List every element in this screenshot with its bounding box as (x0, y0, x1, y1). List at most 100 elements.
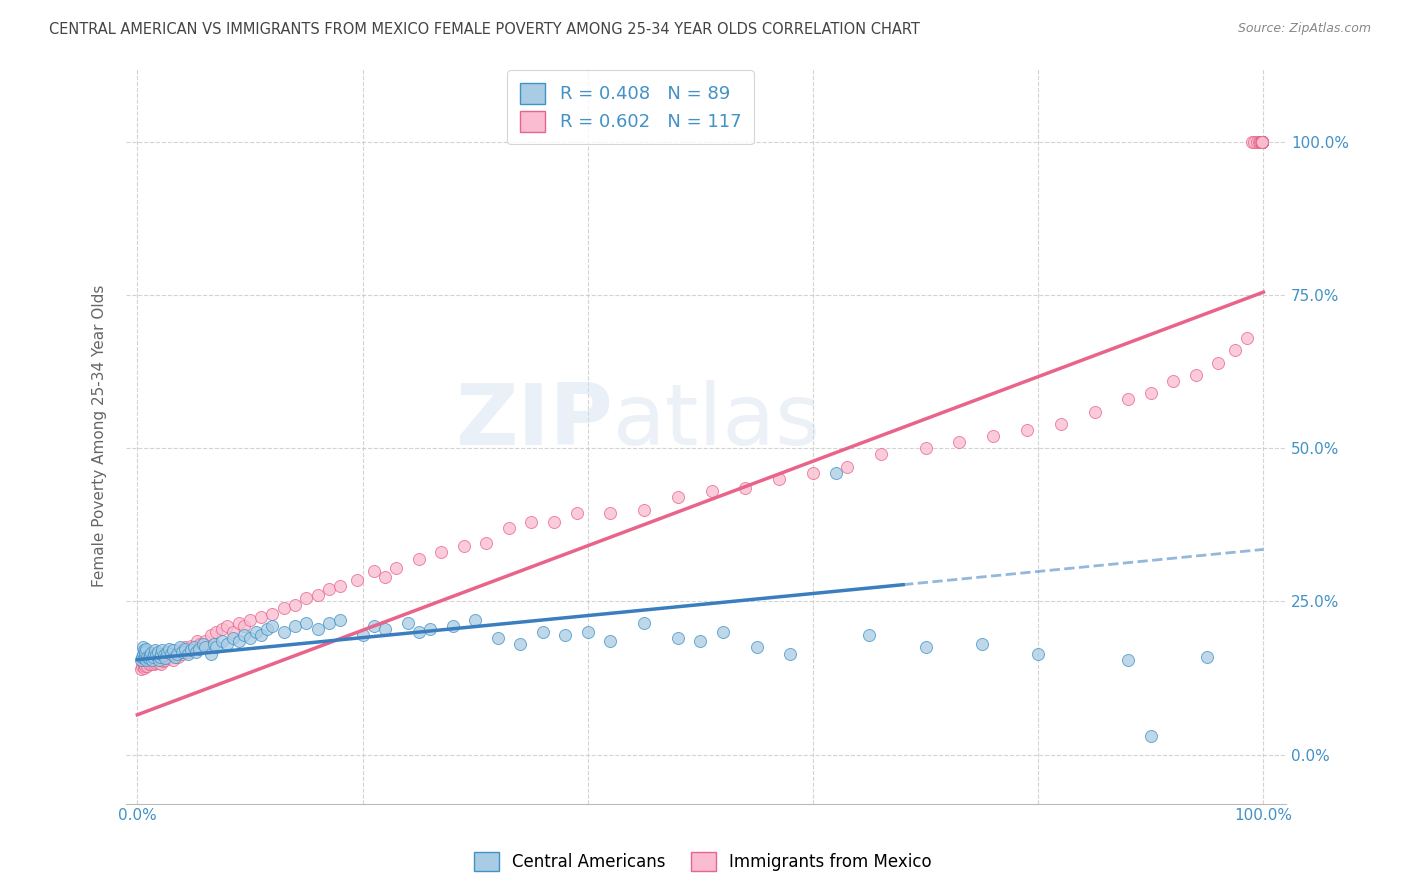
Point (139, 646, 162, 660)
Point (150, 647, 173, 661)
Point (222, 625, 245, 640)
Point (233, 619, 256, 633)
Point (1251, 135, 1274, 149)
Point (142, 649, 165, 664)
Point (156, 645, 179, 659)
Point (188, 642, 211, 657)
Point (183, 640, 205, 655)
Point (172, 645, 194, 659)
Point (1251, 135, 1274, 149)
Point (1163, 374, 1185, 388)
Point (132, 657, 155, 671)
Point (318, 582, 340, 597)
Point (141, 655, 163, 669)
Point (163, 649, 186, 664)
Point (441, 619, 464, 633)
Point (1251, 135, 1274, 149)
Point (824, 466, 846, 480)
Point (155, 653, 177, 667)
Point (520, 515, 543, 529)
Point (180, 639, 202, 653)
Point (284, 598, 307, 612)
Point (869, 447, 891, 461)
Point (167, 649, 190, 664)
Point (177, 647, 200, 661)
Point (172, 647, 194, 661)
Point (464, 613, 486, 627)
Point (153, 650, 176, 665)
Point (177, 645, 200, 659)
Point (1236, 331, 1258, 345)
Point (217, 637, 239, 651)
Point (165, 647, 187, 661)
Point (148, 653, 170, 667)
Point (734, 481, 756, 495)
Point (408, 551, 430, 566)
Point (169, 643, 191, 657)
Point (160, 647, 183, 661)
Point (157, 642, 180, 657)
Point (149, 653, 172, 667)
Point (307, 588, 329, 602)
Point (346, 573, 368, 587)
Point (169, 640, 191, 655)
Point (914, 442, 936, 456)
Point (981, 429, 1004, 443)
Point (138, 648, 160, 662)
Point (329, 613, 352, 627)
Point (262, 619, 284, 633)
Point (150, 653, 173, 667)
Point (284, 619, 307, 633)
Point (1140, 729, 1163, 743)
Point (132, 647, 155, 661)
Point (633, 615, 655, 630)
Point (135, 642, 157, 657)
Point (141, 653, 163, 667)
Point (689, 634, 711, 648)
Point (295, 591, 318, 606)
Point (155, 650, 177, 665)
Point (173, 642, 195, 657)
Point (419, 622, 441, 636)
Point (1251, 135, 1274, 149)
Point (166, 647, 188, 661)
Point (194, 634, 217, 648)
Point (1116, 392, 1139, 407)
Point (139, 657, 162, 671)
Point (191, 637, 214, 651)
Point (666, 631, 689, 645)
Point (153, 648, 176, 663)
Point (385, 561, 408, 575)
Point (1247, 135, 1270, 149)
Point (233, 628, 256, 642)
Point (148, 656, 170, 670)
Point (132, 656, 155, 670)
Point (1208, 355, 1230, 369)
Point (779, 647, 801, 661)
Text: Source: ZipAtlas.com: Source: ZipAtlas.com (1237, 22, 1371, 36)
Point (1251, 135, 1274, 149)
Point (1049, 417, 1071, 431)
Point (1116, 653, 1139, 667)
Point (228, 634, 250, 648)
Point (1083, 404, 1105, 418)
Point (352, 628, 374, 642)
Point (948, 435, 970, 450)
Point (211, 622, 233, 636)
Point (134, 658, 156, 673)
Point (131, 658, 153, 673)
Point (222, 631, 245, 645)
Point (1251, 135, 1274, 149)
Point (1251, 135, 1274, 149)
Point (132, 650, 155, 665)
Point (190, 637, 212, 651)
Point (1251, 135, 1274, 149)
Point (200, 647, 222, 661)
Point (152, 655, 174, 669)
Point (194, 640, 217, 655)
Point (134, 645, 156, 659)
Point (1197, 649, 1219, 664)
Point (228, 615, 250, 630)
Point (576, 625, 599, 640)
Legend: R = 0.408   N = 89, R = 0.602   N = 117: R = 0.408 N = 89, R = 0.602 N = 117 (508, 70, 754, 145)
